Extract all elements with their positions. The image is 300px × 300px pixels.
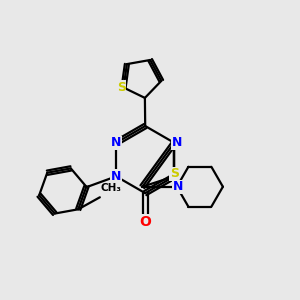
Text: N: N xyxy=(111,136,121,149)
Text: S: S xyxy=(117,81,126,94)
Text: S: S xyxy=(170,167,179,181)
Text: N: N xyxy=(111,170,121,183)
Text: N: N xyxy=(172,136,182,149)
Text: CH₃: CH₃ xyxy=(101,184,122,194)
Text: N: N xyxy=(172,180,183,193)
Text: O: O xyxy=(139,215,151,229)
